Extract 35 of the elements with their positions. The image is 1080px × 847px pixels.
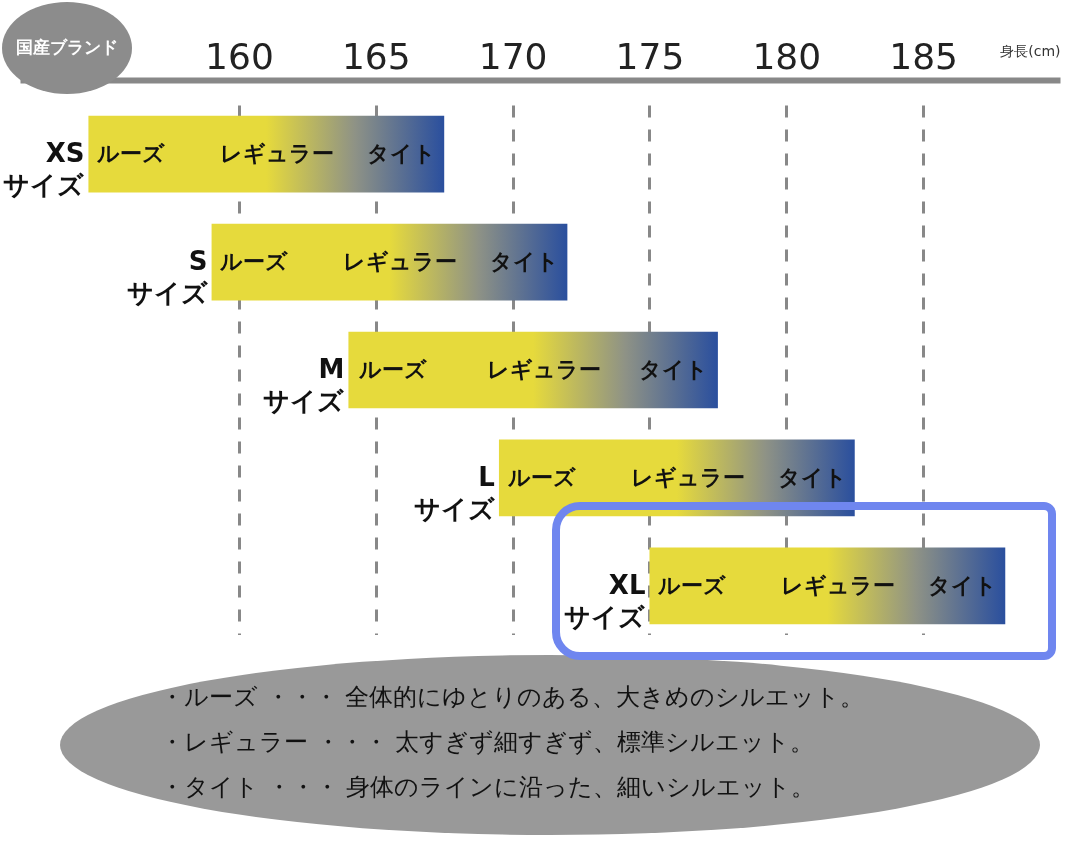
- annotation: タイト: [490, 249, 560, 275]
- text: ・レギュラー ・・・ 太すぎず細すぎず、標準シルエット。: [160, 727, 816, 758]
- bar: [348, 331, 718, 409]
- annotation: タイト: [639, 357, 709, 382]
- annotation: レギュラー: [343, 249, 458, 275]
- annotation: ルーズ: [657, 572, 727, 598]
- annotation: レギュラー: [630, 464, 745, 490]
- y-tick-label: M サイズ: [263, 354, 345, 416]
- annotation: タイト: [928, 572, 998, 598]
- y-tick-label: XL サイズ: [564, 569, 646, 632]
- x-tick-label: 165: [341, 35, 411, 77]
- annotation: ルーズ: [357, 357, 427, 382]
- text: ・タイト ・・・ 身体のラインに沿った、細いシルエット。: [160, 772, 817, 803]
- y-tick-label: S サイズ: [126, 246, 208, 309]
- text: ・ルーズ ・・・ 全体的にゆとりのある、大きめのシルエット。: [160, 682, 865, 713]
- x-tick-label: 170: [478, 35, 548, 77]
- annotation: タイト: [367, 141, 437, 167]
- bar: [211, 223, 568, 301]
- x-tick-label: 175: [615, 35, 685, 77]
- annotation: タイト: [777, 464, 847, 490]
- annotation: ルーズ: [506, 464, 576, 490]
- x-tick-label: 160: [205, 35, 274, 77]
- annotation: レギュラー: [781, 572, 896, 598]
- annotation: レギュラー: [219, 141, 334, 167]
- bar: [88, 115, 445, 193]
- chart-title: 国産ブランド: [15, 36, 119, 58]
- bar: [649, 547, 1006, 625]
- x-axis-title: 身長(cm): [1000, 42, 1061, 59]
- annotation: ルーズ: [219, 249, 289, 275]
- y-tick-label: XS サイズ: [3, 138, 85, 201]
- y-tick-label: L サイズ: [413, 461, 495, 524]
- x-tick-label: 180: [752, 35, 822, 77]
- annotation: レギュラー: [487, 357, 602, 382]
- annotation: ルーズ: [96, 141, 166, 167]
- x-tick-label: 185: [889, 35, 959, 77]
